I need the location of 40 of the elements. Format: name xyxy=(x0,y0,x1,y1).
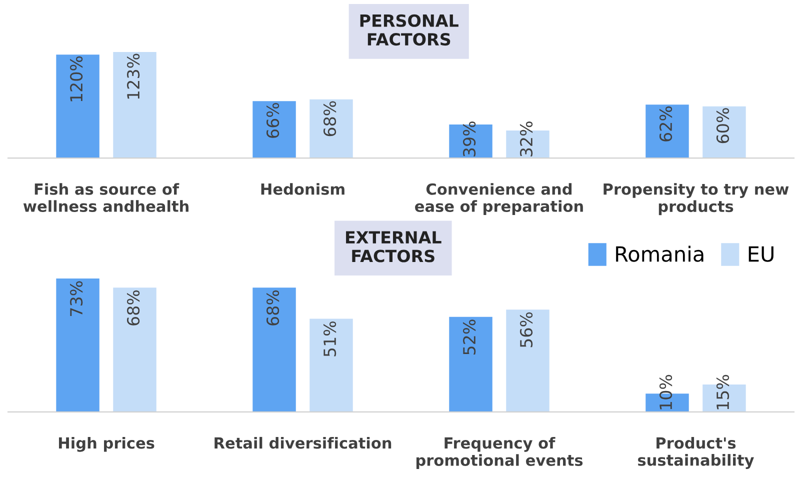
data-label: 62% xyxy=(659,106,672,142)
x-tick-label: Hedonism xyxy=(261,183,344,195)
x-tick-label: Frequency of promotional events xyxy=(416,436,583,469)
bar xyxy=(310,318,353,412)
data-label: 123% xyxy=(126,54,140,99)
data-label: 68% xyxy=(266,290,280,326)
bar xyxy=(506,310,550,412)
data-label: 66% xyxy=(266,102,280,138)
x-tick-label: High prices xyxy=(58,436,154,452)
x-tick-label: Retail diversification xyxy=(214,436,392,449)
legend-label: Romania xyxy=(616,246,704,262)
x-tick-label: Propensity to try new products xyxy=(604,183,789,216)
bar xyxy=(702,106,746,158)
x-tick-label: Product's sustainability xyxy=(638,436,754,469)
x-tick-label: Fish as source of wellness andhealth xyxy=(23,183,188,212)
bar xyxy=(449,316,492,412)
bar xyxy=(56,54,100,158)
bar xyxy=(646,104,689,158)
data-label: 56% xyxy=(520,312,533,348)
bar xyxy=(252,288,296,412)
data-label: 60% xyxy=(716,108,730,144)
bar xyxy=(113,288,156,412)
data-label: 51% xyxy=(323,321,336,356)
bar xyxy=(310,99,353,158)
data-label: 120% xyxy=(70,56,83,102)
bar xyxy=(113,52,156,158)
data-label: 10% xyxy=(659,374,672,410)
bar xyxy=(56,278,100,412)
data-label: 73% xyxy=(70,281,83,316)
data-label: 15% xyxy=(716,374,730,410)
legend-label: EU xyxy=(748,246,774,262)
data-label: 52% xyxy=(462,320,476,354)
data-label: 68% xyxy=(126,290,140,326)
chart-title: PERSONAL FACTORS xyxy=(360,14,458,46)
bar xyxy=(252,101,296,158)
data-label: 68% xyxy=(323,101,336,136)
chart-title: EXTERNAL FACTORS xyxy=(346,231,442,262)
data-label: 39% xyxy=(462,122,476,156)
data-label: 32% xyxy=(520,122,533,156)
x-tick-label: Convenience and ease of preparation xyxy=(415,183,583,215)
